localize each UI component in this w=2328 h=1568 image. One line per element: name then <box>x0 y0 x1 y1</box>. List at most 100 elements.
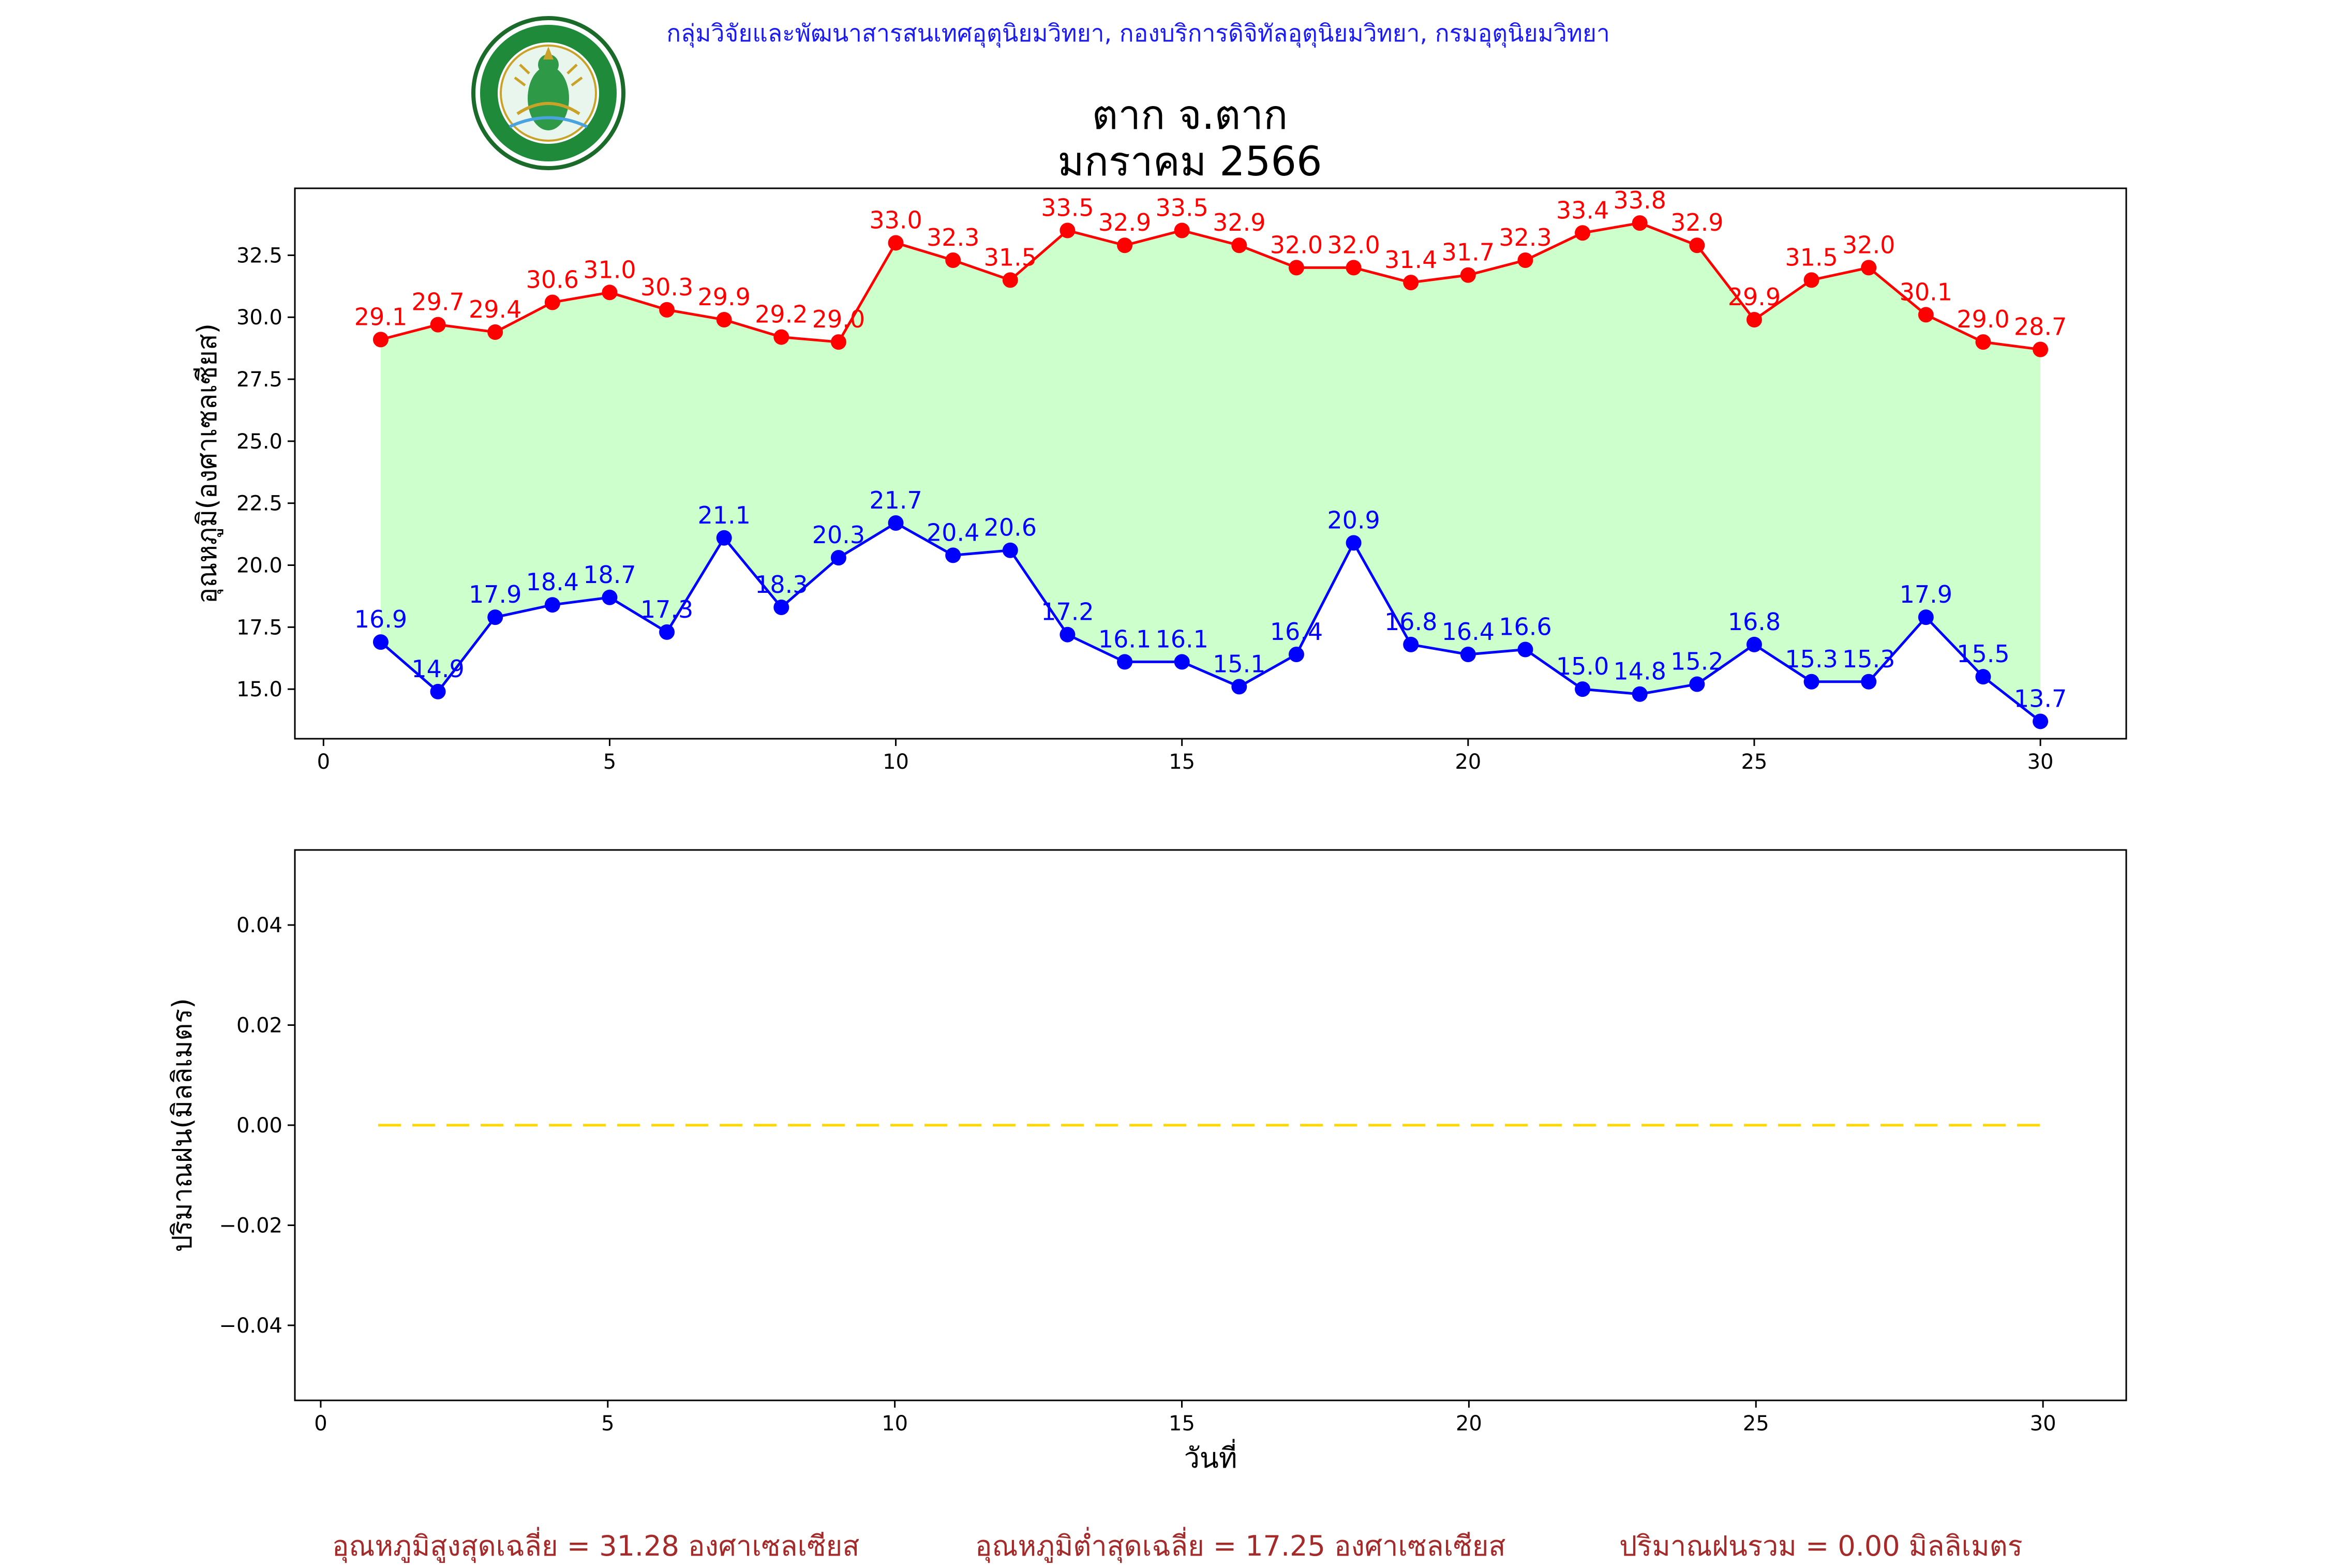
max-temperature-point <box>1059 222 1076 238</box>
max-temperature-point <box>830 334 846 350</box>
max-temperature-label: 29.1 <box>354 303 407 331</box>
min-temperature-label: 21.7 <box>869 486 922 514</box>
min-temperature-label: 16.9 <box>354 605 407 633</box>
min-temperature-point <box>1517 641 1533 658</box>
y-axis-label: ปริมาณฝน(มิลลิเมตร) <box>167 998 198 1252</box>
max-temperature-label: 29.9 <box>697 283 750 311</box>
x-axis-label: วันที่ <box>1184 1439 1237 1474</box>
min-temperature-point <box>1346 535 1362 551</box>
max-temperature-line <box>380 221 2041 351</box>
min-temperature-label: 16.1 <box>1155 625 1208 653</box>
max-temperature-label: 33.0 <box>869 206 922 234</box>
min-temperature-point <box>659 624 675 640</box>
min-temperature-point <box>1632 686 1648 702</box>
plot-frame <box>294 187 2127 740</box>
max-temperature-label: 29.9 <box>1728 283 1781 311</box>
min-temperature-label: 18.3 <box>755 571 808 599</box>
max-temperature-point <box>1746 312 1762 328</box>
max-temperature-label: 29.7 <box>411 288 464 316</box>
max-temperature-label: 32.9 <box>1098 208 1151 236</box>
max-temperature-point <box>430 317 446 333</box>
x-tick-label: 10 <box>882 1412 908 1436</box>
max-temperature-label: 31.7 <box>1442 238 1495 266</box>
max-temperature-point <box>1689 237 1705 253</box>
min-temperature-label: 14.9 <box>411 655 464 683</box>
x-tick-label: 5 <box>601 1412 614 1436</box>
x-tick-label: 15 <box>1169 1412 1195 1436</box>
min-temperature-point <box>1689 676 1705 692</box>
min-temperature-point <box>1460 647 1476 663</box>
max-temperature-point <box>2033 341 2049 357</box>
chart-title-station: ตาก จ.ตาก <box>1092 92 1288 139</box>
min-temperature-label: 16.8 <box>1728 608 1781 636</box>
min-temperature-point <box>1174 654 1190 670</box>
max-temperature-label: 33.5 <box>1041 193 1094 221</box>
max-temperature-point <box>372 332 389 348</box>
min-temperature-point <box>1231 679 1247 695</box>
min-temperature-label: 14.8 <box>1613 658 1666 685</box>
max-temperature-label: 30.6 <box>526 265 579 293</box>
min-temperature-label: 16.8 <box>1384 608 1437 636</box>
max-temperature-label: 29.0 <box>812 305 865 333</box>
max-temperature-label: 29.0 <box>1957 305 2009 333</box>
max-temperature-label: 31.0 <box>583 256 636 283</box>
min-temperature-label: 18.4 <box>526 568 579 596</box>
total-rainfall: ปริมาณฝนรวม = 0.00 มิลลิเมตร <box>1619 1530 2023 1562</box>
average-max-temperature: อุณหภูมิสูงสุดเฉลี่ย = 31.28 องศาเซลเซีย… <box>332 1530 860 1562</box>
organization-line: กลุ่มวิจัยและพัฒนาสารสนเทศอุตุนิยมวิทยา,… <box>666 19 1610 47</box>
y-tick-label: 30.0 <box>236 306 282 330</box>
max-temperature-label: 33.8 <box>1613 186 1666 214</box>
max-temperature-point <box>1861 260 1877 276</box>
x-tick-label: 25 <box>1743 1412 1769 1436</box>
min-temperature-label: 20.3 <box>812 521 865 549</box>
temperature-chart: 0 5 10 15 20 25 30 15.0 17.5 20.0 22.5 25.0 27.5 30.0… <box>192 186 2127 774</box>
max-temperature-point <box>773 329 789 345</box>
max-temperature-point <box>1460 267 1476 283</box>
min-temperature-line <box>380 521 2041 723</box>
x-tick-label: 10 <box>883 750 909 774</box>
temperature-range-fill <box>380 223 2041 722</box>
x-tick-label: 30 <box>2030 1412 2056 1436</box>
x-tick-label: 20 <box>1455 750 1481 774</box>
min-temperature-point <box>1002 542 1018 558</box>
min-temperature-label: 16.4 <box>1270 618 1323 646</box>
y-tick-label: 15.0 <box>236 678 282 701</box>
max-temperature-point <box>1346 260 1362 276</box>
y-axis-label: อุณหภูมิ(องศาเซลเซียส) <box>192 323 223 604</box>
min-temperature-point <box>1975 669 1991 685</box>
max-temperature-label: 32.0 <box>1327 231 1380 259</box>
max-temperature-point <box>1117 237 1133 253</box>
max-temperature-label: 33.4 <box>1556 196 1609 224</box>
max-temperature-label: 32.3 <box>927 223 979 251</box>
y-tick-label: −0.04 <box>219 1314 282 1338</box>
max-temperature-point <box>659 302 675 318</box>
max-temperature-label: 32.0 <box>1270 231 1323 259</box>
y-tick-label: 27.5 <box>236 368 282 392</box>
y-tick-label: −0.02 <box>219 1214 282 1237</box>
min-temperature-point <box>1288 647 1304 663</box>
average-min-temperature: อุณหภูมิต่ำสุดเฉลี่ย = 17.25 องศาเซลเซีย… <box>975 1530 1506 1562</box>
max-temperature-point <box>1288 260 1304 276</box>
min-temperature-label: 15.3 <box>1785 645 1838 673</box>
min-temperature-label: 17.9 <box>469 580 521 608</box>
max-temperature-label: 33.5 <box>1155 193 1208 221</box>
max-temperature-label: 30.3 <box>640 273 693 301</box>
min-temperature-label: 20.9 <box>1327 506 1380 534</box>
max-temperature-label: 32.9 <box>1213 208 1265 236</box>
min-temperature-point <box>544 597 560 613</box>
min-temperature-label: 16.1 <box>1098 625 1151 653</box>
y-tick-label: 25.0 <box>236 430 282 454</box>
max-temperature-point <box>1517 252 1533 268</box>
max-temperature-label: 31.5 <box>984 243 1037 271</box>
max-temperature-point <box>716 312 732 328</box>
min-temperature-point <box>888 515 904 531</box>
max-temperature-label: 28.7 <box>2014 313 2067 341</box>
min-temperature-point <box>1117 654 1133 670</box>
max-temperature-point <box>1975 334 1991 350</box>
max-temperature-point <box>1002 272 1018 288</box>
max-temperature-point <box>1632 215 1648 231</box>
min-temperature-point <box>773 599 789 615</box>
min-temperature-point <box>1918 609 1934 625</box>
max-temperature-point <box>1231 237 1247 253</box>
max-temperature-label: 29.2 <box>755 301 808 328</box>
